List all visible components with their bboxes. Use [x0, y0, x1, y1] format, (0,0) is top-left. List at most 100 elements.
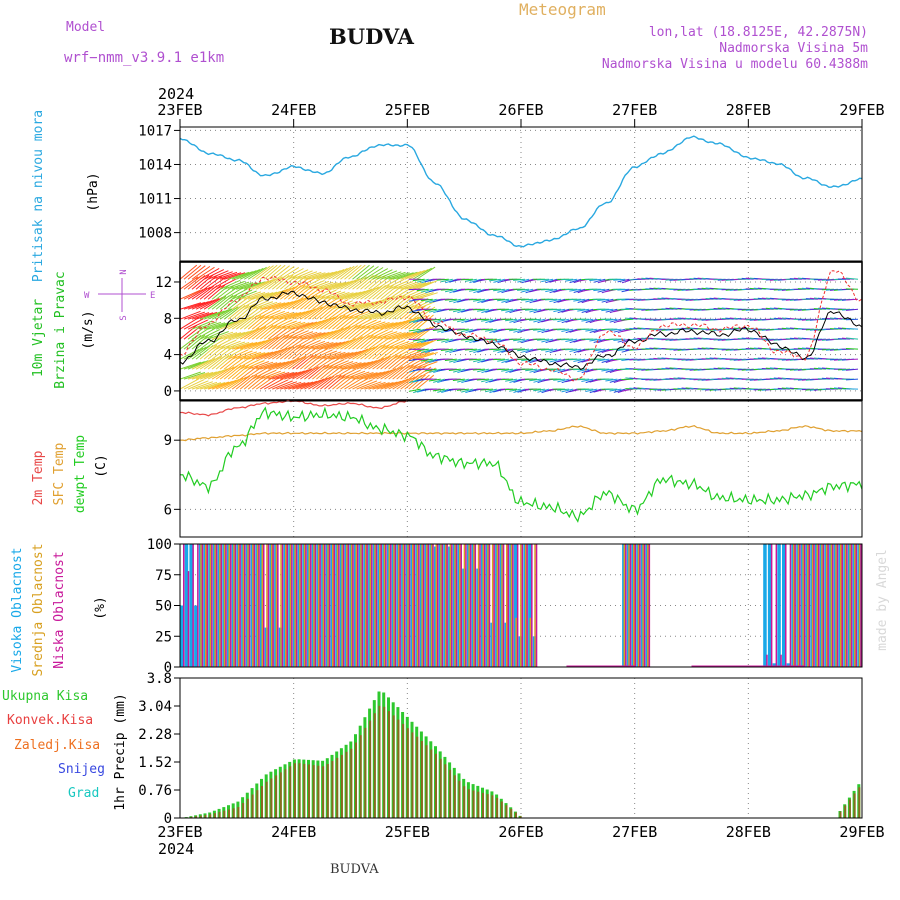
wind-barb: [408, 374, 426, 390]
wind-barb: [199, 382, 222, 390]
wind-barb: [316, 316, 335, 330]
wind-barb: [416, 266, 436, 280]
wind-barb: [380, 380, 402, 390]
wind-barb: [549, 298, 562, 303]
cloud-bar: [263, 544, 265, 667]
cloud-bar: [808, 544, 811, 667]
wind-barb: [271, 334, 290, 350]
wind-barb: [292, 284, 310, 300]
wind-barb: [613, 328, 626, 333]
wind-barb: [179, 276, 199, 290]
x-tick-label-top: 27FEB: [612, 101, 657, 119]
wind-barb: [601, 368, 614, 372]
wind-barb: [513, 338, 526, 342]
cloud-bar: [317, 544, 320, 667]
wind-barb: [408, 365, 427, 380]
wind-barb: [300, 366, 319, 380]
wind-barb: [199, 329, 221, 340]
wind-barb: [283, 344, 302, 360]
precip-conv-bar: [853, 793, 856, 818]
wind-barb: [505, 318, 518, 322]
cloud-bar: [623, 544, 626, 667]
wind-barb: [372, 269, 393, 280]
cloud-bar: [637, 544, 640, 667]
cloud-bar: [341, 544, 343, 667]
precip-conv-bar: [477, 791, 480, 818]
cloud-bar: [201, 544, 204, 667]
wind-barb: [360, 358, 381, 370]
wind-barb: [332, 352, 354, 360]
y-tick-label: 2.28: [138, 727, 172, 743]
legend-frz: Zaledj.Kisa: [14, 738, 100, 753]
wind-barb: [276, 320, 297, 330]
cloud-bar: [860, 544, 862, 667]
precip-conv-bar: [303, 763, 306, 818]
wind-barb: [187, 301, 209, 310]
year-top: 2024: [158, 85, 194, 103]
wind-barb: [613, 388, 626, 393]
wind-barb: [215, 307, 236, 320]
wind-barb: [444, 358, 457, 361]
y-tick-label: 1011: [138, 192, 172, 208]
wind-barb: [276, 359, 297, 370]
wind-barb: [227, 281, 250, 290]
wind-barb: [195, 371, 217, 380]
cloud-bar: [835, 544, 837, 667]
precip-conv-bar: [340, 754, 343, 818]
wind-barb: [352, 361, 374, 370]
wind-barb: [392, 318, 413, 330]
precip-conv-bar: [435, 753, 437, 818]
x-tick-label-bottom: 28FEB: [726, 823, 771, 841]
wind-barb: [529, 368, 542, 373]
wind-barb: [344, 362, 366, 370]
wind-barb: [348, 371, 370, 380]
wind-barb: [481, 318, 494, 322]
wind-barb: [191, 345, 210, 360]
wind-barb: [400, 289, 421, 300]
wind-barb: [497, 358, 510, 362]
x-tick-label-bottom: 27FEB: [612, 823, 657, 841]
wind-barb: [292, 344, 310, 360]
wind-barb: [380, 321, 402, 330]
cloud-bar: [214, 544, 216, 667]
wind-barb: [589, 338, 602, 342]
precip-conv-bar: [355, 742, 357, 818]
precip-conv-bar: [392, 715, 395, 818]
precip-conv-bar: [491, 795, 494, 818]
wind-barb: [252, 301, 274, 310]
wind-barb: [404, 270, 425, 280]
wind-barb: [179, 302, 202, 310]
cloud-bar: [180, 605, 184, 667]
precip-conv-bar: [279, 772, 282, 818]
y-tick-label: 1017: [138, 123, 172, 139]
wind-barb: [521, 348, 534, 353]
wind-barb: [376, 284, 394, 300]
wind-barb: [468, 358, 481, 361]
wind-barb: [400, 350, 422, 360]
cloud-bar: [782, 544, 786, 667]
wind-barb: [284, 311, 306, 320]
compass-e: E: [150, 291, 155, 301]
wind-barb: [376, 331, 398, 340]
cloud-bar: [501, 544, 503, 667]
precip-conv-bar: [289, 766, 292, 818]
wind-barb: [215, 379, 237, 390]
wind-barb: [308, 272, 330, 280]
wind-barb: [316, 350, 337, 360]
wind-barb: [219, 306, 239, 320]
compass-w: W: [84, 291, 90, 301]
wind-barb: [517, 288, 530, 291]
wind-barb: [284, 382, 306, 390]
precip-conv-bar: [439, 758, 442, 818]
wind-barb: [352, 264, 370, 280]
wind-barb: [191, 286, 211, 300]
wind-barb: [272, 372, 294, 380]
wind-barb: [436, 278, 449, 281]
y-tick-label: 1.52: [138, 755, 172, 771]
wind-barb: [292, 368, 312, 380]
wind-barb: [388, 294, 406, 310]
wind-barb: [581, 318, 594, 322]
wind-barb: [223, 280, 245, 290]
wind-barb: [364, 335, 383, 350]
wind-barb: [396, 271, 418, 280]
